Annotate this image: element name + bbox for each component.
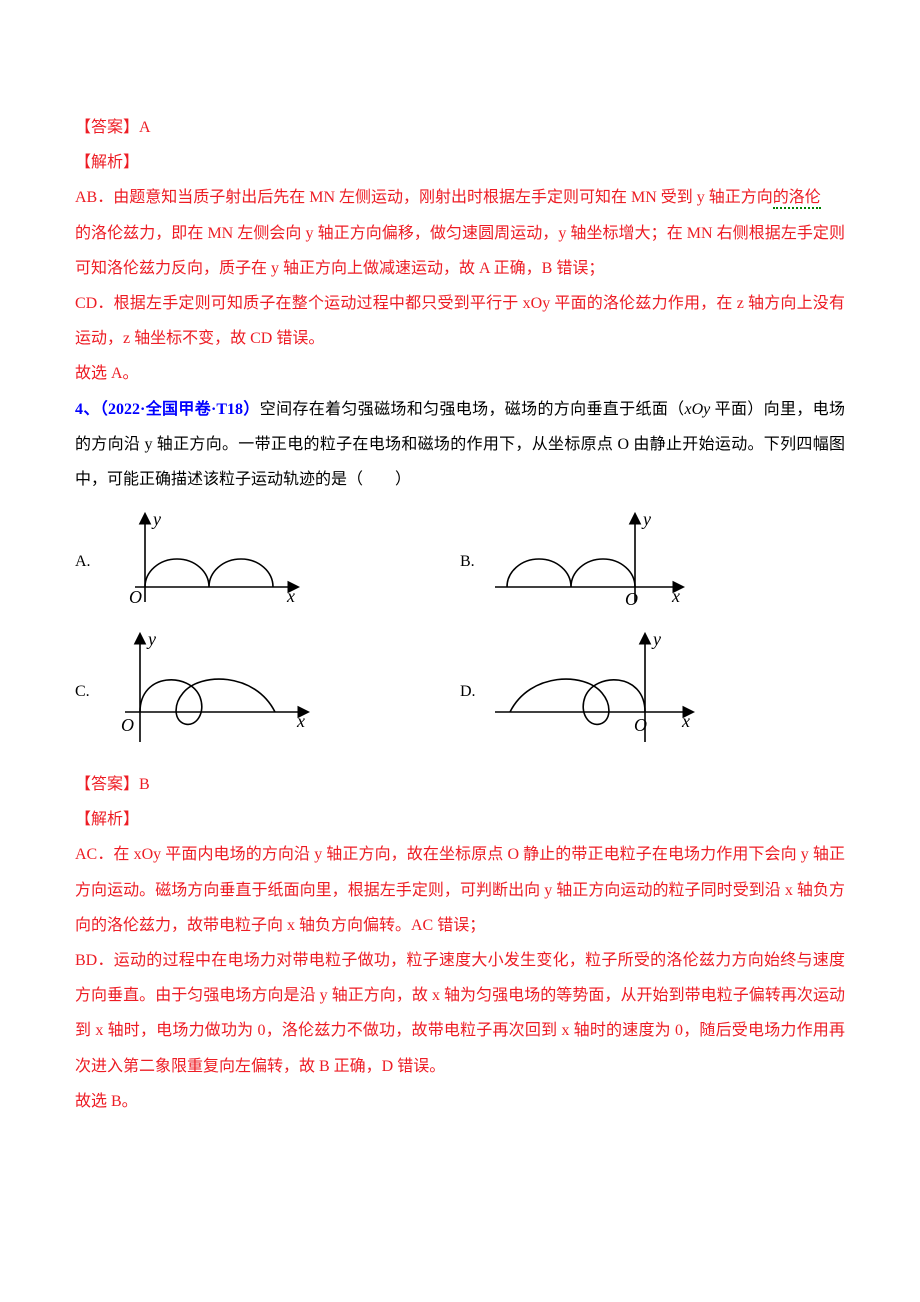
q4-fig-d: y x O [490,627,700,757]
q4-figrow-2: C. y x O D. [75,627,845,757]
q3-para-ab-dash: 的洛伦 [773,189,821,209]
q4-answer-label: 【答案】 [75,776,139,793]
q3-jiexi-label: 【解析】 [75,145,845,180]
svg-text:x: x [296,711,305,731]
q4-fig-a: y x O [105,507,305,617]
svg-text:O: O [634,715,647,735]
q3-answer-value: A [139,119,151,136]
q4-fig-b: y x O [490,507,690,617]
q4-opt-c: C. y x O [75,627,460,757]
q3-para-ab: AB．由题意知当质子射出后先在 MN 左侧运动，刚射出时根据左手定则可知在 MN… [75,180,845,215]
q3-answer-label: 【答案】 [75,119,139,136]
q4-figrow-1: A. y x O B. [75,507,845,617]
q4-para-ac: AC．在 xOy 平面内电场的方向沿 y 轴正方向，故在坐标原点 O 静止的带正… [75,837,845,943]
q4-stem-xoy: xOy [685,401,711,418]
q4-para-bd: BD．运动的过程中在电场力对带电粒子做功，粒子速度大小发生变化，粒子所受的洛伦兹… [75,943,845,1084]
q4-conclusion: 故选 B。 [75,1084,845,1119]
svg-text:y: y [146,629,156,649]
q3-para-ab-tail: 的洛伦兹力，即在 MN 左侧会向 y 轴正方向偏移，做匀速圆周运动，y 轴坐标增… [75,216,845,286]
q4-jiexi-label: 【解析】 [75,802,845,837]
svg-text:x: x [671,586,680,606]
q4-opt-d-label: D. [460,674,490,709]
q4-source: （2022·全国甲卷·T18） [100,401,260,418]
svg-text:x: x [286,586,295,606]
svg-text:y: y [651,629,661,649]
q4-opt-d: D. y x O [460,627,845,757]
q4-opt-b: B. y x O [460,507,845,617]
svg-text:O: O [625,589,638,609]
q4-opt-a-label: A. [75,544,105,579]
svg-text:y: y [151,509,161,529]
q4-opt-a: A. y x O [75,507,460,617]
svg-text:x: x [681,711,690,731]
q4-stem: 4、（2022·全国甲卷·T18）空间存在着匀强磁场和匀强电场，磁场的方向垂直于… [75,392,845,498]
q4-answer-value: B [139,776,150,793]
q4-opt-c-label: C. [75,674,105,709]
svg-text:y: y [641,509,651,529]
q4-fig-c: y x O [105,627,315,757]
q4-stem-1: 空间存在着匀强磁场和匀强电场，磁场的方向垂直于纸面（ [260,401,685,418]
q3-answer: 【答案】A [75,110,845,145]
svg-text:O: O [121,715,134,735]
q4-number: 4、 [75,401,100,418]
q3-para-cd: CD．根据左手定则可知质子在整个运动过程中都只受到平行于 xOy 平面的洛伦兹力… [75,286,845,356]
q3-conclusion: 故选 A。 [75,356,845,391]
q4-opt-b-label: B. [460,544,490,579]
q4-answer: 【答案】B [75,767,845,802]
svg-text:O: O [129,587,142,607]
